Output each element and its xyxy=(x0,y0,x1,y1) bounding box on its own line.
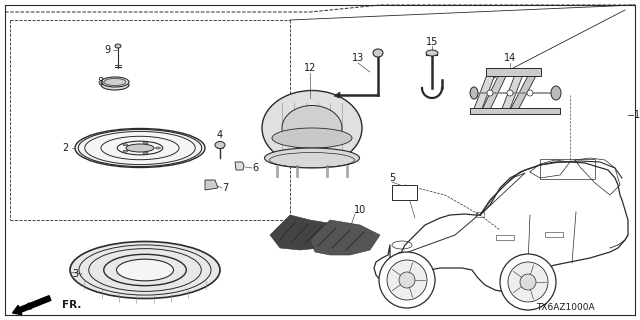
Text: 14: 14 xyxy=(504,53,516,63)
Ellipse shape xyxy=(215,141,225,148)
Ellipse shape xyxy=(143,142,148,144)
Polygon shape xyxy=(480,72,508,114)
Polygon shape xyxy=(235,162,244,170)
Bar xyxy=(540,159,595,179)
Text: 15: 15 xyxy=(426,37,438,47)
Circle shape xyxy=(508,262,548,302)
Text: 7: 7 xyxy=(222,183,228,193)
Bar xyxy=(392,185,417,200)
Ellipse shape xyxy=(115,44,121,48)
Polygon shape xyxy=(310,220,380,255)
Text: 6: 6 xyxy=(252,163,258,173)
Text: 4: 4 xyxy=(217,130,223,140)
Ellipse shape xyxy=(551,86,561,100)
Text: 3: 3 xyxy=(72,269,78,279)
Ellipse shape xyxy=(373,49,383,57)
Circle shape xyxy=(520,274,536,290)
Ellipse shape xyxy=(470,87,478,99)
Circle shape xyxy=(379,252,435,308)
Ellipse shape xyxy=(262,91,362,165)
Circle shape xyxy=(399,272,415,288)
Bar xyxy=(496,235,514,240)
Ellipse shape xyxy=(126,144,154,152)
Bar xyxy=(486,68,541,76)
Circle shape xyxy=(487,90,493,96)
Polygon shape xyxy=(270,215,355,250)
Ellipse shape xyxy=(156,147,161,149)
Polygon shape xyxy=(508,72,538,114)
Ellipse shape xyxy=(116,259,173,281)
Ellipse shape xyxy=(101,77,129,87)
Ellipse shape xyxy=(123,144,128,146)
Ellipse shape xyxy=(272,128,352,148)
Bar xyxy=(476,212,484,217)
Text: FR.: FR. xyxy=(62,300,81,310)
Bar xyxy=(470,108,560,114)
Circle shape xyxy=(527,90,533,96)
Polygon shape xyxy=(334,92,340,98)
Circle shape xyxy=(507,90,513,96)
Text: 8: 8 xyxy=(97,77,103,87)
Bar xyxy=(545,232,563,237)
Ellipse shape xyxy=(426,50,438,56)
Polygon shape xyxy=(500,72,524,114)
Text: 10: 10 xyxy=(354,205,366,215)
Polygon shape xyxy=(205,180,218,190)
Polygon shape xyxy=(472,72,496,114)
Ellipse shape xyxy=(75,129,205,167)
Ellipse shape xyxy=(70,242,220,299)
Text: TX6AZ1000A: TX6AZ1000A xyxy=(536,303,595,312)
Ellipse shape xyxy=(101,80,129,90)
Text: 13: 13 xyxy=(352,53,364,63)
Text: 1: 1 xyxy=(634,110,640,120)
Text: 12: 12 xyxy=(304,63,316,73)
Ellipse shape xyxy=(264,148,360,168)
Circle shape xyxy=(387,260,427,300)
Ellipse shape xyxy=(282,106,342,150)
Ellipse shape xyxy=(123,150,128,152)
Ellipse shape xyxy=(104,78,126,85)
FancyArrow shape xyxy=(13,296,51,315)
Ellipse shape xyxy=(143,152,148,154)
Text: 9: 9 xyxy=(104,45,110,55)
Text: 2: 2 xyxy=(62,143,68,153)
Circle shape xyxy=(500,254,556,310)
Text: 5: 5 xyxy=(389,173,395,183)
